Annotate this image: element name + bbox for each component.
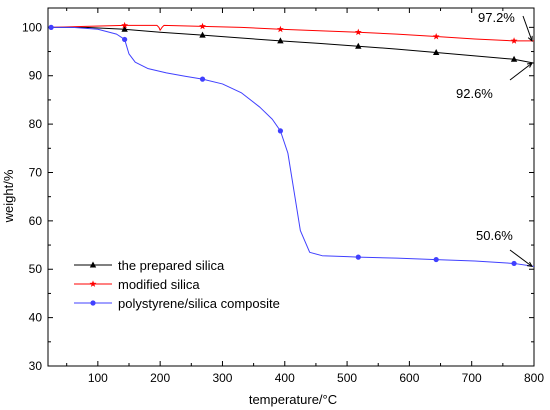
legend-marker-1 xyxy=(89,280,97,287)
legend-label-1: modified silica xyxy=(118,277,200,292)
y-tick-label: 70 xyxy=(29,165,43,179)
x-tick-label: 600 xyxy=(399,371,419,385)
y-tick-label: 60 xyxy=(29,214,43,228)
y-tick-label: 40 xyxy=(29,311,43,325)
legend-marker-0 xyxy=(89,261,97,268)
annotation-arrow xyxy=(522,15,533,42)
annotation-arrowhead xyxy=(527,35,533,42)
x-axis-title: temperature/°C xyxy=(249,392,337,407)
y-tick-label: 80 xyxy=(29,117,43,131)
series-0-point xyxy=(199,31,206,38)
plot-area: 100 200 300 400 500 600 700 800 30 40 50 60 70 80 90 10… xyxy=(22,7,544,385)
annotation-label: 50.6% xyxy=(476,228,513,243)
series-2-point xyxy=(277,128,284,134)
series-2-point xyxy=(433,256,439,263)
series-1-point xyxy=(354,28,362,36)
y-axis-title: weight/% xyxy=(1,169,16,223)
series-2-point xyxy=(511,260,517,267)
x-tick-label: 100 xyxy=(88,371,108,385)
y-tick-label: 50 xyxy=(29,262,43,276)
y-tick-label: 100 xyxy=(22,20,42,34)
series-line-0 xyxy=(51,26,535,64)
annotation-arrowhead xyxy=(526,261,533,267)
x-tick-label: 400 xyxy=(275,371,295,385)
plot-frame xyxy=(47,7,535,367)
series-0-point xyxy=(121,25,128,32)
annotation-arrowhead xyxy=(526,62,533,68)
series-2-point xyxy=(355,254,361,260)
annotation-label: 92.6% xyxy=(456,86,493,101)
x-tick-label: 800 xyxy=(524,371,544,385)
series-0-point xyxy=(355,42,362,49)
x-tick-label: 700 xyxy=(462,371,482,385)
annotation-label: 97.2% xyxy=(478,10,515,25)
legend-marker-2 xyxy=(90,300,96,306)
annotation-arrow xyxy=(509,249,533,267)
annotation-arrow xyxy=(509,62,533,81)
series-1-point xyxy=(199,22,206,30)
series-1-point xyxy=(510,37,518,44)
series-0-point xyxy=(510,55,518,62)
x-tick-label: 500 xyxy=(337,371,357,385)
series-line-2 xyxy=(51,26,535,267)
series-0-point xyxy=(432,49,440,56)
y-tick-label: 30 xyxy=(29,359,43,373)
x-tick-label: 200 xyxy=(150,371,170,385)
series-1-point xyxy=(432,32,440,40)
series-1-point xyxy=(121,21,129,29)
series-1-point xyxy=(276,25,284,33)
x-tick-label: 300 xyxy=(212,371,232,385)
series-2-point xyxy=(122,36,128,43)
series-2-point xyxy=(48,24,54,30)
series-line-1 xyxy=(51,24,534,42)
y-tick-label: 90 xyxy=(29,69,43,83)
series-2-point xyxy=(199,76,206,82)
series-0-point xyxy=(277,37,284,44)
legend-label-2: polystyrene/silica composite xyxy=(118,296,280,311)
legend-label-0: the prepared silica xyxy=(118,258,225,273)
